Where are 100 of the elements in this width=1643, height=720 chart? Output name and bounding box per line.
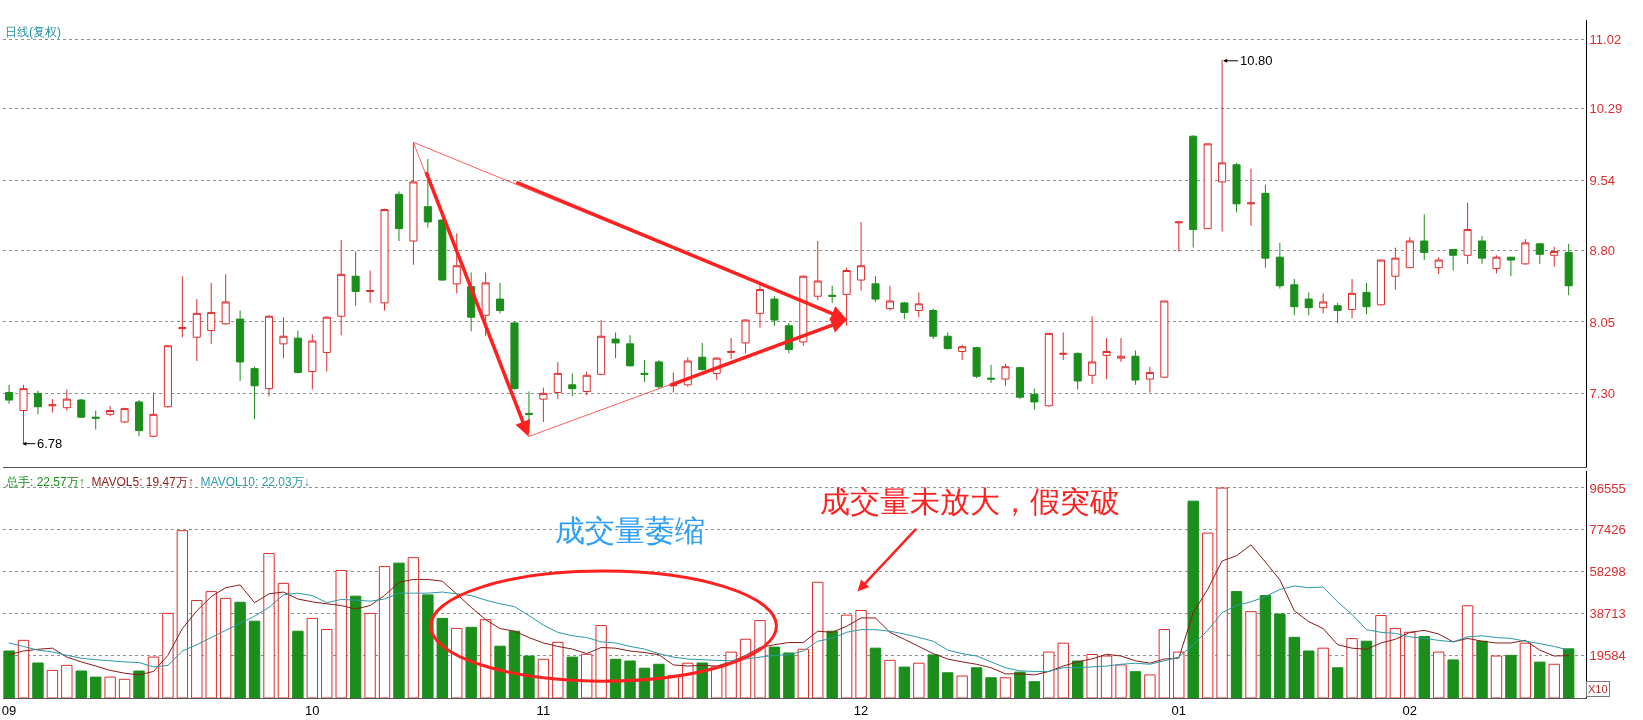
candlestick [1246,168,1256,227]
candlestick [1420,213,1429,261]
bar [566,656,578,698]
bar [826,630,838,698]
bar [292,630,304,698]
y-tick-label: 96555 [1589,480,1626,496]
bar [624,660,636,698]
bar [581,653,593,698]
candlestick [279,316,288,359]
text: X10 [1588,683,1608,695]
bar [176,530,189,698]
candlestick [1044,332,1053,408]
candlestick [1073,351,1082,391]
candlestick [1550,246,1559,268]
bar [1360,640,1373,698]
bar [1404,631,1416,698]
bar [1389,628,1402,698]
candlestick [943,331,952,351]
candlestick [178,275,187,338]
bar [1187,500,1199,698]
text: MAVOL10: 22.03万↓ [200,475,310,489]
bar [46,669,59,698]
candlestick [1275,242,1284,290]
bar [494,645,506,698]
y-tick-label: 77426 [1589,522,1626,538]
bar [1259,595,1272,698]
bar [479,619,492,698]
bar [999,677,1012,698]
candlestick [770,295,779,327]
annotation: 成交量萎缩 [555,514,705,547]
bar [364,612,376,698]
candlestick [582,370,591,396]
candlestick [987,364,996,384]
bar [306,617,319,698]
bar [1173,651,1185,698]
bar [1346,638,1358,698]
candlestick [308,333,317,391]
candlestick [250,366,259,420]
candlestick [1463,202,1472,265]
bar [595,625,607,698]
candlestick [134,399,144,437]
bar [956,675,968,698]
annotation: 成交量未放大，假突破 [820,485,1120,518]
bar [812,581,824,698]
bar [205,591,217,698]
candlestick [755,283,765,329]
candlestick [1564,243,1573,296]
bar [191,600,203,698]
bar [985,677,997,698]
candlestick [857,221,866,292]
bar [1534,661,1546,698]
candlestick [611,331,620,359]
candlestick [1131,350,1140,386]
bar [1548,663,1560,698]
candlestick [1434,256,1443,275]
bar [783,652,795,698]
x-tick-label: 01 [1171,702,1186,718]
candlestick [958,344,967,361]
candlestick [1319,292,1328,314]
bar [422,594,434,698]
candlestick [1261,184,1270,269]
bar [710,666,723,698]
candlestick [106,405,115,417]
bar [465,626,477,698]
bar [104,676,116,698]
y-tick-label: 19584 [1589,647,1626,663]
bar [1418,635,1430,698]
bar [725,651,737,698]
candlestick [1088,315,1097,385]
bar [1230,591,1243,698]
bar [393,562,405,698]
annotation: 10.80 [1240,53,1273,68]
bar [523,655,535,698]
bar [90,676,102,698]
candlestick [1232,162,1241,213]
bar [884,659,896,698]
candlestick [698,342,707,372]
y-tick-label: 10.29 [1589,101,1623,117]
candlestick [553,361,562,400]
candlestick [293,330,302,374]
x-tick-label: 02 [1402,702,1418,718]
candlestick [394,190,403,242]
bar [1274,613,1286,698]
bar [147,656,160,698]
bar [1129,671,1142,698]
candlestick [1492,254,1501,274]
bar [913,662,925,698]
bar [1043,651,1055,698]
y-tick-label: 9.54 [1589,172,1615,188]
candlestick [1116,337,1126,363]
bar [1519,642,1532,698]
y-tick-label: 58298 [1589,563,1626,579]
candlestick [1477,235,1487,265]
candlestick [1059,331,1068,361]
candlestick [1362,282,1371,315]
text: 总手: 22.57万↑ [5,475,85,489]
candlestick [597,319,606,376]
candlestick [654,359,663,390]
text: 日线(复权) [5,25,61,39]
bar [1086,653,1098,698]
